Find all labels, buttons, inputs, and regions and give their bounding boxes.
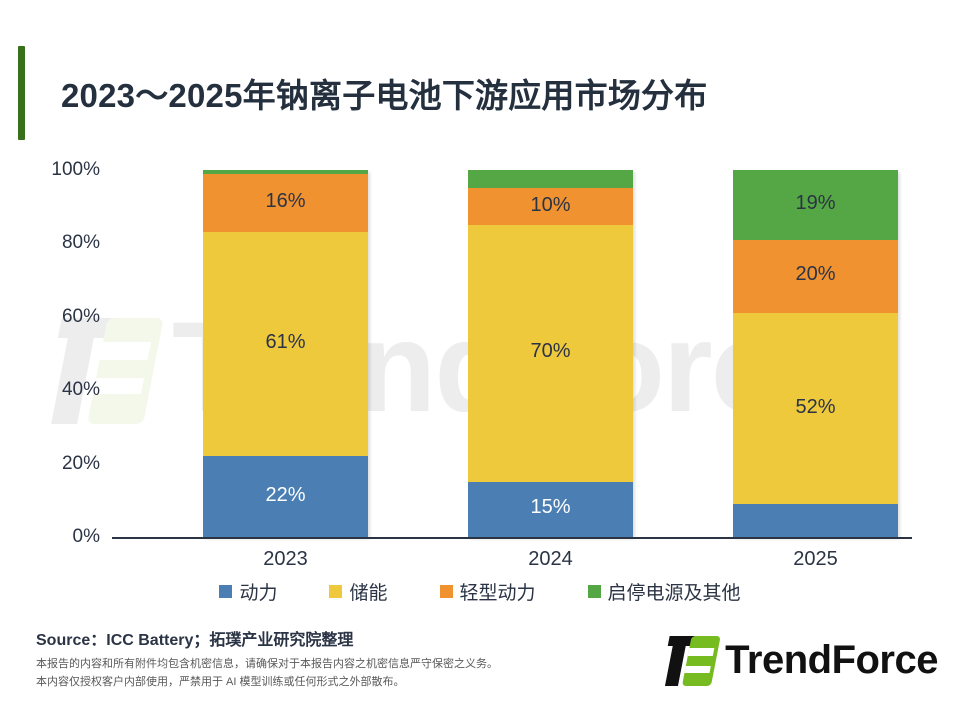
- y-axis-tick: 40%: [61, 379, 100, 401]
- bar-segment[interactable]: 70%: [468, 225, 633, 482]
- bar-segment-label: 70%: [530, 340, 571, 363]
- y-axis-tick: 100%: [51, 159, 100, 180]
- legend-swatch-icon: [587, 584, 601, 598]
- bar-segment-label: 20%: [795, 263, 836, 286]
- bar-segment-label: 10%: [530, 193, 571, 216]
- plot-area: 1%16%61%22%5%10%70%15%19%20%52%9%: [120, 170, 910, 561]
- x-axis-label-2023: 2023: [263, 548, 308, 570]
- disclaimer-line-1: 本报告的内容和所有附件均包含机密信息，请确保对于本报告内容之机密信息严守保密之义…: [36, 658, 498, 670]
- bar-segment-label: 19%: [795, 191, 836, 214]
- legend-item-启停电源及其他[interactable]: 启停电源及其他: [587, 578, 741, 605]
- footer: Source：ICC Battery；拓璞产业研究院整理 本报告的内容和所有附件…: [0, 620, 960, 720]
- legend-swatch-icon: [329, 584, 343, 598]
- legend-item-动力[interactable]: 动力: [219, 578, 277, 605]
- logo-text: TrendForce: [725, 637, 938, 682]
- stacked-bar-chart: 0%20%40%60%80%100% 1%16%61%22%5%10%70%15…: [0, 150, 960, 570]
- legend-item-轻型动力[interactable]: 轻型动力: [439, 578, 536, 605]
- bar-segment[interactable]: 22%: [203, 456, 368, 537]
- legend-swatch-icon: [439, 584, 453, 598]
- bar-segment[interactable]: 5%: [468, 170, 633, 212]
- bar-segment[interactable]: 10%: [468, 188, 633, 226]
- bar-segment[interactable]: 19%: [733, 170, 898, 240]
- legend-label: 启停电源及其他: [607, 582, 741, 604]
- bar-segment-label: 9%: [747, 538, 776, 561]
- trendforce-logo: TrendForce: [661, 634, 938, 686]
- bar-segment[interactable]: 61%: [203, 232, 368, 457]
- y-axis-tick: 60%: [61, 305, 100, 327]
- bar-segment-label: 61%: [265, 331, 306, 354]
- y-axis-tick: 80%: [61, 232, 100, 254]
- bar-segment[interactable]: 16%: [203, 173, 368, 233]
- x-axis-line: [112, 537, 912, 539]
- y-axis-tick: 0%: [72, 526, 100, 547]
- page-title: 2023～2025年钠离子电池下游应用市场分布: [61, 77, 708, 114]
- chart-legend: 动力 储能 轻型动力 启停电源及其他: [0, 578, 960, 604]
- bar-segment-label: 16%: [265, 190, 306, 213]
- bar-segment[interactable]: 52%: [733, 313, 898, 504]
- title-row: 2023～2025年钠离子电池下游应用市场分布: [18, 46, 707, 140]
- legend-label: 动力: [239, 582, 278, 604]
- legend-item-储能[interactable]: 储能: [329, 578, 388, 605]
- disclaimer-note: 本报告的内容和所有附件均包含机密信息，请确保对于本报告内容之机密信息严守保密之义…: [36, 655, 498, 691]
- x-axis-label-2025: 2025: [793, 548, 838, 570]
- bar-2024[interactable]: 5%10% 70% 15%: [468, 170, 633, 537]
- legend-label: 储能: [349, 582, 388, 604]
- title-accent-bar: [18, 46, 25, 140]
- legend-swatch-icon: [219, 584, 233, 598]
- x-axis-label-2024: 2024: [528, 548, 573, 570]
- bar-segment-label: 52%: [795, 395, 836, 418]
- trendforce-logo-icon: [656, 634, 722, 686]
- bar-segment[interactable]: 9%: [733, 503, 898, 561]
- bar-2023[interactable]: 1%16%61%22%: [203, 170, 368, 537]
- bar-segment-label: 22%: [265, 483, 306, 506]
- legend-label: 轻型动力: [459, 582, 536, 604]
- bar-segment[interactable]: 15%: [468, 481, 633, 537]
- bar-2025[interactable]: 19% 20% 52% 9%: [733, 170, 898, 561]
- y-axis-tick: 20%: [61, 452, 100, 474]
- y-axis: 0% 20% 40% 60% 80% 100%: [24, 159, 100, 547]
- bar-segment[interactable]: 20%: [733, 239, 898, 314]
- source-note: Source：ICC Battery；拓璞产业研究院整理: [36, 632, 354, 649]
- disclaimer-line-2: 本内容仅授权客户内部使用，严禁用于 AI 模型训练或任何形式之外部散布。: [36, 676, 405, 689]
- bar-segment-label: 15%: [530, 496, 571, 519]
